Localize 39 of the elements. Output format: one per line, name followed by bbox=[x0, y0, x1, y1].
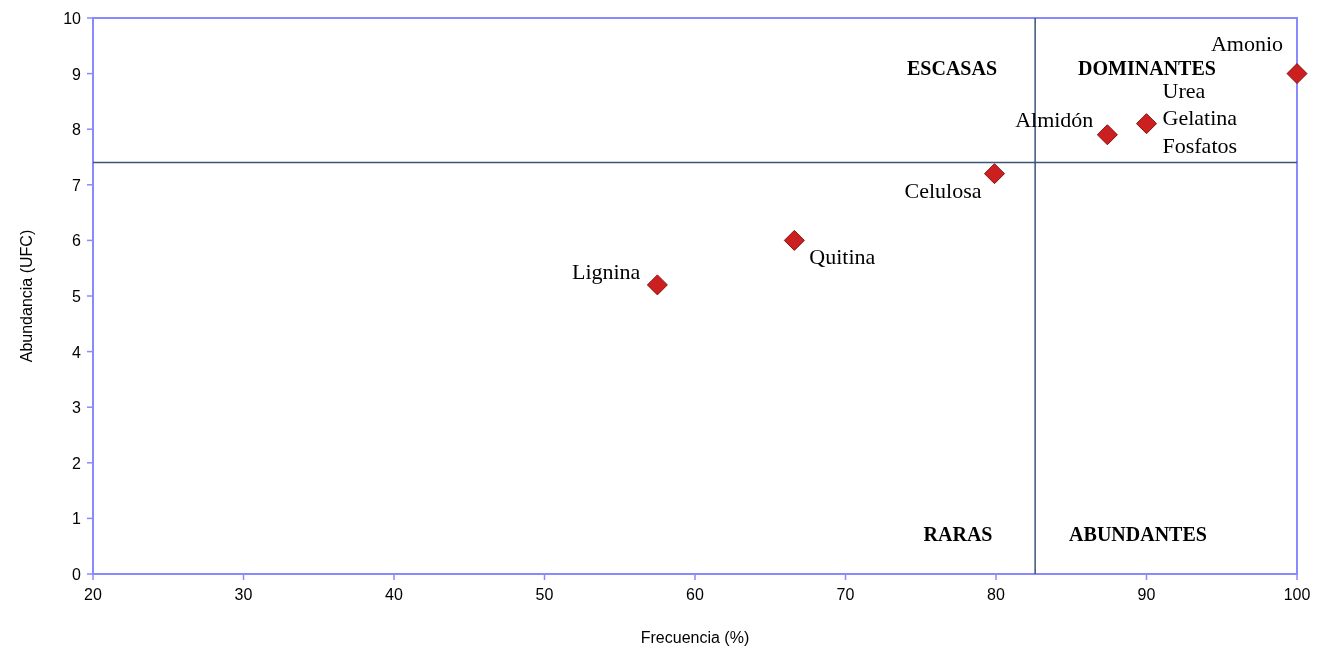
point bbox=[983, 163, 1005, 185]
y-tick-label: 5 bbox=[72, 288, 82, 305]
x-tick-label: 40 bbox=[385, 586, 403, 603]
point bbox=[783, 229, 805, 251]
x-tick-label: 70 bbox=[836, 586, 855, 603]
x-tick-label: 100 bbox=[1283, 586, 1311, 603]
annotation: ABUNDANTES bbox=[1069, 523, 1207, 545]
annotation: Fosfatos bbox=[1162, 132, 1238, 158]
point bbox=[646, 274, 668, 296]
y-tick-label: 2 bbox=[72, 454, 82, 472]
x-tick-label: 90 bbox=[1137, 586, 1156, 603]
y-tick-label: 8 bbox=[72, 121, 82, 139]
y-axis-title: Abundancia (UFC) bbox=[18, 229, 35, 363]
y-tick-label: 1 bbox=[72, 510, 82, 528]
annotation: Celulosa bbox=[904, 177, 982, 203]
x-tick-label: 80 bbox=[987, 586, 1005, 603]
annotation: ESCASAS bbox=[906, 57, 998, 79]
annotation: Urea bbox=[1162, 77, 1206, 103]
point bbox=[1096, 124, 1118, 146]
y-tick-label: 6 bbox=[72, 232, 82, 250]
point bbox=[1286, 63, 1308, 85]
x-axis-title: Frecuencia (%) bbox=[640, 629, 750, 646]
y-tick-label: 4 bbox=[72, 343, 82, 361]
y-tick-label: 9 bbox=[72, 65, 82, 83]
y-tick-label: 0 bbox=[72, 566, 82, 583]
point bbox=[1136, 113, 1157, 135]
x-tick-label: 50 bbox=[535, 586, 554, 603]
annotation: RARAS bbox=[923, 523, 993, 545]
annotation: Lignina bbox=[571, 258, 641, 284]
x-tick-label: 30 bbox=[234, 586, 253, 603]
annotation: Gelatina bbox=[1162, 104, 1238, 130]
x-tick-label: 20 bbox=[84, 586, 102, 603]
annotation: DOMINANTES bbox=[1078, 57, 1216, 79]
y-tick-label: 10 bbox=[63, 10, 82, 27]
x-tick-label: 60 bbox=[686, 586, 704, 603]
annotation: Quitina bbox=[809, 244, 876, 270]
y-tick-label: 7 bbox=[72, 176, 82, 194]
y-tick-label: 3 bbox=[72, 399, 82, 417]
annotation: Amonio bbox=[1210, 30, 1283, 56]
